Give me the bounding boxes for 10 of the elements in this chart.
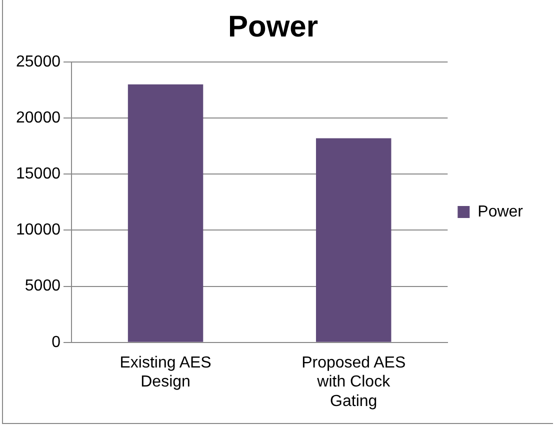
x-tick-label: Existing AES Design <box>120 354 212 391</box>
y-tick-label: 5000 <box>24 278 61 295</box>
y-tick-label: 10000 <box>16 222 61 239</box>
x-tick-label: Proposed AES with Clock Gating <box>302 354 406 410</box>
y-tick-label: 0 <box>52 334 61 351</box>
y-tick-label: 20000 <box>16 109 61 126</box>
legend-label: Power <box>478 203 524 220</box>
y-tick-label: 15000 <box>16 166 61 183</box>
y-tick-label: 25000 <box>16 53 61 70</box>
chart-title: Power <box>228 10 318 44</box>
